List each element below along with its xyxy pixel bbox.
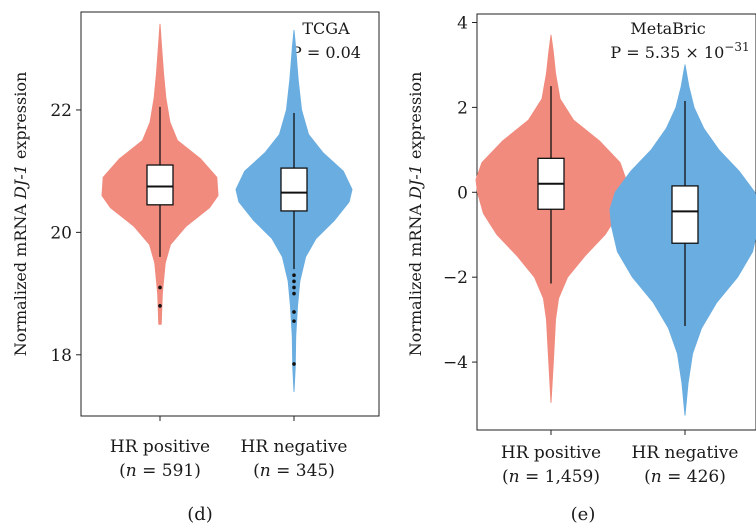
category-n-label: (n = 591) bbox=[119, 461, 201, 481]
outlier-point bbox=[292, 279, 296, 284]
category-n-label: (n = 426) bbox=[644, 467, 726, 487]
outlier-point bbox=[292, 319, 296, 323]
plot-frame-d bbox=[80, 11, 380, 417]
p-value-d: P = 0.04 bbox=[291, 43, 361, 62]
category-label: HR negative bbox=[632, 443, 739, 463]
y-tick-label: −2 bbox=[443, 268, 468, 288]
category-n-label: (n = 1,459) bbox=[502, 467, 600, 487]
y-tick-label: 4 bbox=[457, 13, 468, 33]
category-label: HR positive bbox=[501, 443, 601, 463]
outlier-point bbox=[292, 362, 296, 366]
plot-frame-e bbox=[476, 13, 756, 431]
panel-d: Normalized mRNA DJ-1 expression TCGA P =… bbox=[11, 11, 380, 525]
outlier-point bbox=[158, 304, 162, 308]
category-label: HR positive bbox=[110, 437, 210, 457]
outlier-point bbox=[292, 273, 296, 278]
dataset-label-d: TCGA bbox=[302, 19, 350, 38]
outlier-point bbox=[292, 285, 296, 290]
y-axis-label-d: Normalized mRNA DJ-1 expression bbox=[11, 72, 30, 357]
category-label: HR negative bbox=[241, 437, 348, 457]
panel-e: Normalized mRNA DJ-1 expression MetaBric… bbox=[406, 13, 756, 525]
panel-label-d: (d) bbox=[187, 504, 213, 525]
box bbox=[671, 185, 699, 244]
y-axis-label-e: Normalized mRNA DJ-1 expression bbox=[406, 72, 425, 357]
y-tick-label: 2 bbox=[457, 98, 468, 118]
outlier-point bbox=[292, 310, 296, 314]
y-tick-label: 22 bbox=[50, 101, 72, 121]
p-value-e: P = 5.35 × 10−31 bbox=[610, 40, 749, 62]
panel-label-e: (e) bbox=[571, 504, 596, 525]
category-n-label: (n = 345) bbox=[253, 461, 335, 481]
dataset-label-e: MetaBric bbox=[630, 19, 705, 38]
y-tick-label: 0 bbox=[457, 183, 468, 203]
y-tick-label: 20 bbox=[50, 223, 72, 243]
box bbox=[146, 164, 174, 206]
y-tick-label: −4 bbox=[443, 353, 468, 373]
outlier-point bbox=[292, 291, 296, 296]
outlier-point bbox=[158, 285, 162, 290]
box bbox=[280, 167, 308, 212]
y-tick-label: 18 bbox=[50, 346, 72, 366]
